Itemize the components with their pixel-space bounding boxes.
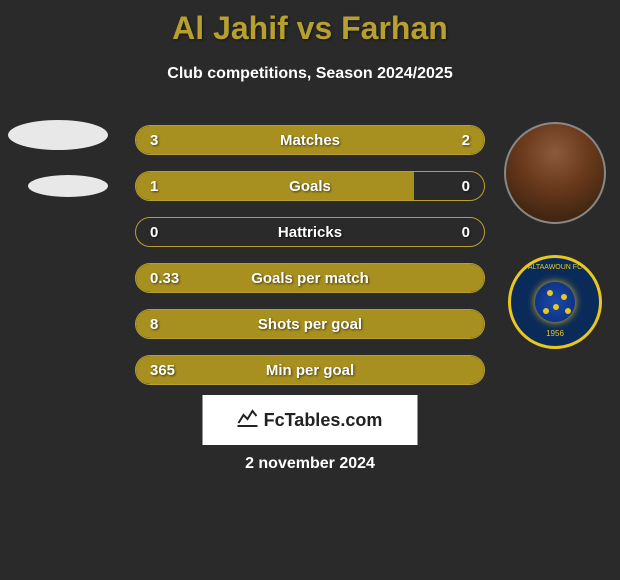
stat-label: Goals per match — [136, 270, 484, 287]
brand-text: FcTables.com — [264, 410, 383, 431]
stat-row: 3Matches2 — [135, 125, 485, 155]
club-badge-right: ALTAAWOUN FC 1956 — [508, 255, 602, 349]
stat-value-right: 0 — [462, 224, 470, 241]
chart-icon — [238, 409, 258, 432]
stat-label: Matches — [136, 132, 484, 149]
club-ball-icon — [535, 282, 575, 322]
club-year: 1956 — [546, 329, 564, 338]
page-title: Al Jahif vs Farhan — [0, 0, 620, 47]
player-left-avatar — [8, 120, 110, 222]
stat-row: 0.33Goals per match — [135, 263, 485, 293]
stat-row: 8Shots per goal — [135, 309, 485, 339]
stat-label: Hattricks — [136, 224, 484, 241]
footer-date: 2 november 2024 — [0, 455, 620, 473]
stats-container: 3Matches21Goals00Hattricks00.33Goals per… — [135, 125, 485, 401]
stat-row: 0Hattricks0 — [135, 217, 485, 247]
page-subtitle: Club competitions, Season 2024/2025 — [0, 65, 620, 83]
stat-value-right: 2 — [462, 132, 470, 149]
avatar-placeholder-shape — [8, 120, 108, 150]
stat-label: Min per goal — [136, 362, 484, 379]
stat-value-right: 0 — [462, 178, 470, 195]
club-name: ALTAAWOUN FC — [528, 264, 582, 271]
stat-label: Shots per goal — [136, 316, 484, 333]
stat-row: 365Min per goal — [135, 355, 485, 385]
player-right-avatar — [504, 122, 606, 224]
avatar-placeholder-shape — [28, 175, 108, 197]
brand-badge: FcTables.com — [203, 395, 418, 445]
stat-row: 1Goals0 — [135, 171, 485, 201]
stat-label: Goals — [136, 178, 484, 195]
